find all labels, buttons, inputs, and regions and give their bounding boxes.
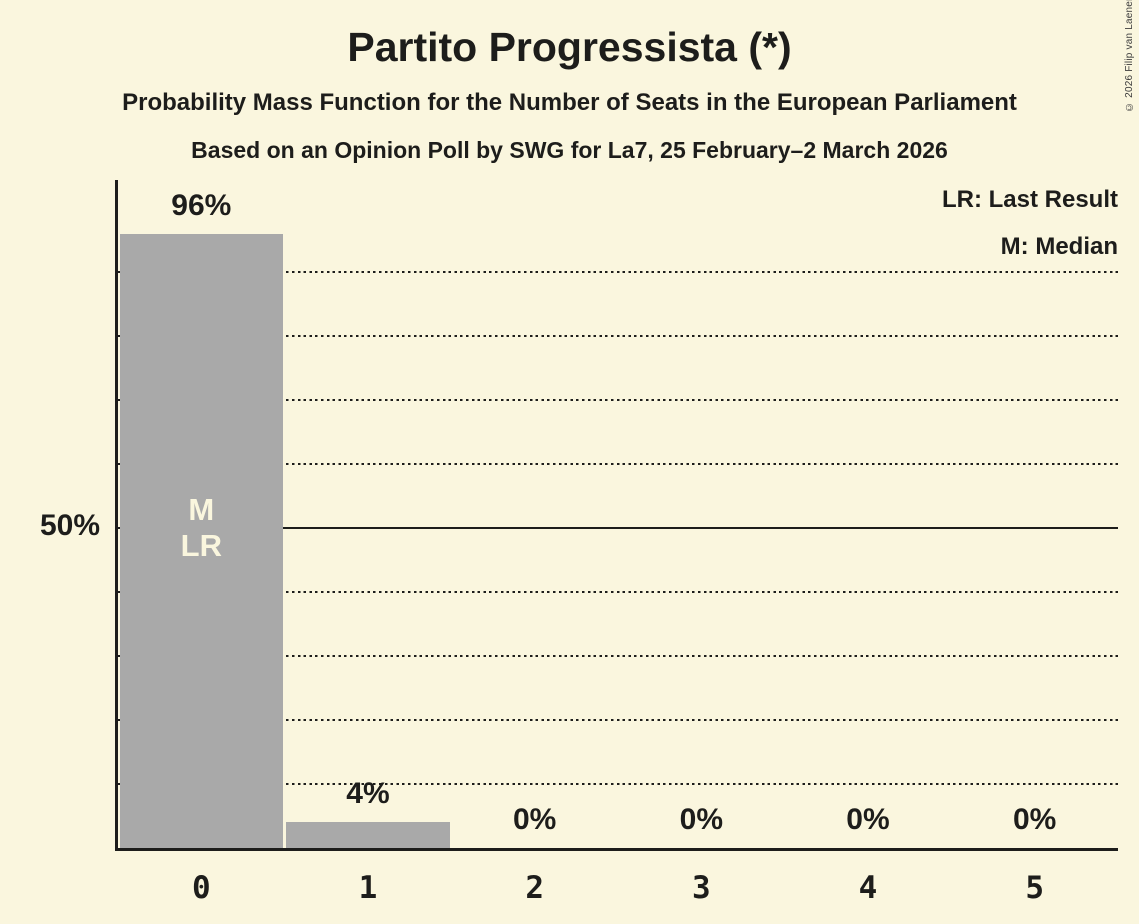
x-axis-labels: 0 1 2 3 4 5: [118, 868, 1118, 908]
bar-value-label: 0%: [846, 803, 890, 836]
chart-subtitle: Probability Mass Function for the Number…: [122, 89, 1017, 116]
x-tick-label: 4: [858, 870, 878, 906]
dotted-gridline: [118, 462, 1118, 466]
annotation-line: LR: [180, 528, 222, 563]
median-lr-annotation: M LR: [118, 492, 285, 564]
legend-median: M: Median: [1000, 233, 1118, 260]
bar-value-label: 96%: [171, 188, 232, 222]
bar-value-label: 0%: [679, 803, 723, 836]
bar: [119, 233, 284, 848]
dotted-gridline: [118, 334, 1118, 338]
x-tick-label: 5: [1025, 870, 1044, 906]
dotted-gridline: [118, 590, 1118, 594]
dotted-gridline: [118, 398, 1118, 402]
solid-gridline-50pct: [118, 526, 1118, 530]
x-tick-label: 0: [191, 870, 211, 906]
dotted-gridline: [118, 270, 1118, 274]
bar: [286, 822, 450, 848]
copyright-notice: © 2026 Filip van Laenen: [1124, 0, 1135, 112]
plot-area: 96% 4% 0% 0% 0% 0% M LR: [115, 180, 1118, 851]
chart-title: Partito Progressista (*): [347, 24, 792, 70]
dotted-gridline: [118, 782, 1118, 786]
dotted-gridline: [118, 654, 1118, 658]
legend-last-result: LR: Last Result: [941, 186, 1118, 213]
annotation-line: M: [188, 492, 215, 527]
dotted-gridline: [118, 718, 1118, 722]
x-tick-label: 2: [525, 870, 544, 906]
y-axis-tick-label: 50%: [39, 509, 100, 542]
bar-value-label: 0%: [512, 803, 557, 836]
x-tick-label: 1: [358, 870, 378, 906]
chart-poll-info: Based on an Opinion Poll by SWG for La7,…: [191, 137, 948, 163]
bar-value-label: 0%: [1012, 803, 1057, 836]
x-tick-label: 3: [691, 870, 711, 906]
bar-value-label: 4%: [346, 777, 390, 811]
